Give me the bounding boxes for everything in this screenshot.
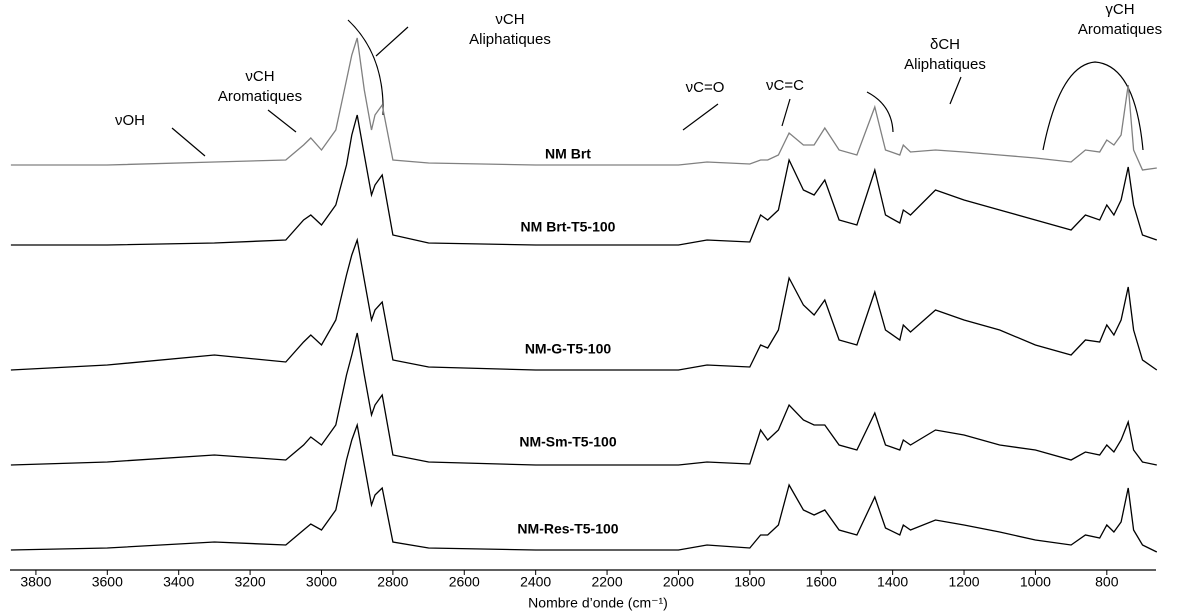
x-tick-label: 1000 (1020, 574, 1051, 590)
leader (781, 98, 791, 127)
bracket (347, 19, 384, 116)
annotation: Aromatiques (218, 88, 302, 105)
x-tick-label: 1800 (734, 574, 765, 590)
leader (267, 109, 297, 133)
spectrum-line (10, 422, 1158, 553)
leader (375, 26, 409, 57)
spectrum-line (10, 114, 1158, 246)
spectrum-line (10, 37, 1157, 171)
leader (171, 127, 206, 157)
series-label: NM-Sm-T5-100 (519, 434, 616, 450)
annotation: δCH (930, 36, 960, 53)
annotation: Aliphatiques (469, 31, 551, 48)
x-tick-label: 2000 (663, 574, 694, 590)
x-tick-label: 3000 (306, 574, 337, 590)
annotation: νCH (245, 68, 274, 85)
series-label: NM-G-T5-100 (525, 341, 612, 357)
annotation: νOH (115, 112, 145, 129)
leader (949, 76, 962, 105)
annotation: νCH (495, 11, 524, 28)
x-tick-label: 1400 (877, 574, 908, 590)
x-tick-label: 3400 (163, 574, 194, 590)
leader (682, 103, 719, 131)
bracket (1042, 61, 1144, 151)
annotation-leaders (171, 19, 1144, 157)
series-label: NM-Res-T5-100 (517, 521, 618, 537)
x-tick-label: 2200 (591, 574, 622, 590)
x-tick-label: 3800 (20, 574, 51, 590)
spectrum-line (10, 237, 1158, 371)
x-tick-label: 2600 (449, 574, 480, 590)
annotation: Aromatiques (1078, 21, 1162, 38)
x-tick-label: 2800 (377, 574, 408, 590)
x-tick-label: 1200 (948, 574, 979, 590)
annotation: Aliphatiques (904, 56, 986, 73)
annotation: νC=O (686, 79, 725, 96)
x-tick-label: 3200 (235, 574, 266, 590)
series-label: NM Brt (545, 146, 591, 162)
x-tick-label: 2400 (520, 574, 551, 590)
x-tick-label: 1600 (806, 574, 837, 590)
x-axis-label: Nombre d’onde (cm⁻¹) (528, 595, 668, 611)
series-label: NM Brt-T5-100 (521, 219, 616, 235)
spectrum-line (10, 332, 1157, 466)
annotation: γCH (1105, 1, 1134, 18)
annotation: νC=C (766, 77, 804, 94)
x-tick-label: 3600 (92, 574, 123, 590)
x-tick-label: 800 (1095, 574, 1119, 590)
bracket (866, 91, 894, 133)
